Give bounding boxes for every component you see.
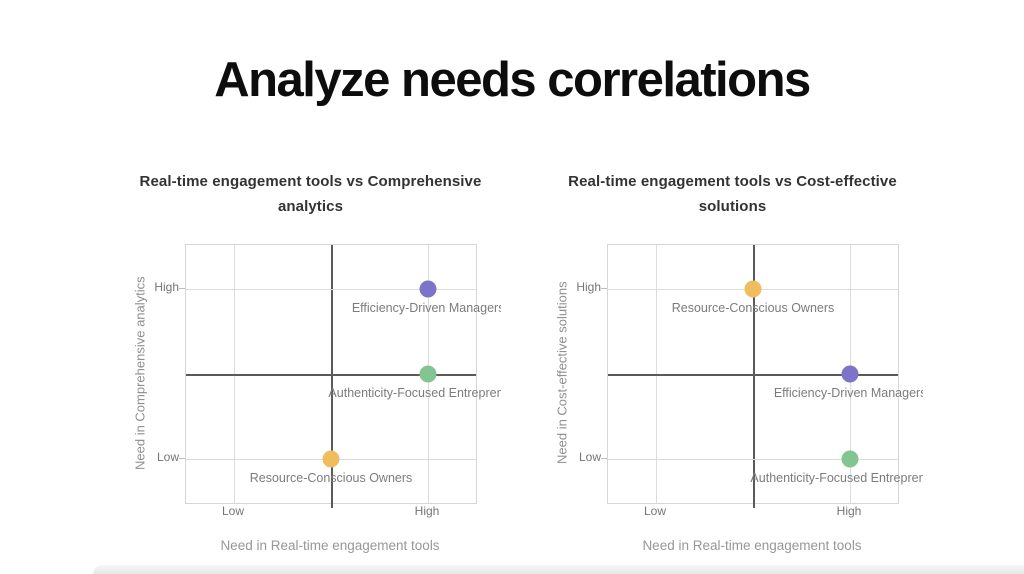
- x-tick-high: High: [414, 504, 440, 518]
- data-point-efficiency-driven-managers: [419, 280, 437, 298]
- x-tick-high: High: [836, 504, 862, 518]
- quadrant-divider-horizontal: [608, 374, 898, 376]
- y-tick-low: Low: [578, 450, 601, 464]
- y-tick-low: Low: [156, 450, 179, 464]
- chart-title: Real-time engagement tools vs Cost-effec…: [568, 173, 897, 215]
- chart-title: Real-time engagement tools vs Comprehens…: [139, 173, 482, 215]
- data-point-label: Resource-Conscious Owners: [249, 471, 413, 486]
- scatter-chart-engagement-vs-analytics: Real-time engagement tools vs Comprehens…: [120, 165, 502, 560]
- data-point-label: Resource-Conscious Owners: [671, 300, 835, 315]
- data-point-resource-conscious-owners: [322, 450, 340, 468]
- y-tick-mark: [179, 288, 186, 289]
- data-point-label: Efficiency-Driven Managers: [351, 300, 501, 315]
- quadrant-divider-vertical: [331, 245, 333, 508]
- plot-area: Resource-Conscious Owners Efficiency-Dri…: [607, 244, 923, 508]
- y-tick-mark: [179, 458, 186, 459]
- data-point-label: Authenticity-Focused Entrepreneurs: [328, 386, 501, 400]
- data-point-efficiency-driven-managers: [841, 365, 859, 383]
- quadrant-divider-horizontal: [186, 374, 476, 376]
- x-tick-low: Low: [221, 504, 245, 518]
- scatter-chart-engagement-vs-cost: Real-time engagement tools vs Cost-effec…: [542, 165, 924, 560]
- y-tick-high: High: [576, 280, 601, 294]
- gridline-horizontal-high: [186, 288, 476, 290]
- x-axis-label: Need in Real-time engagement tools: [220, 538, 440, 553]
- y-tick-mark: [601, 458, 608, 459]
- data-point-label: Authenticity-Focused Entrepreneurs: [750, 471, 923, 486]
- plot-area: Efficiency-Driven Managers Authenticity-…: [185, 244, 501, 508]
- data-point-label: Efficiency-Driven Managers: [773, 386, 923, 400]
- data-point-authenticity-focused-entrepreneurs: [419, 365, 437, 383]
- quadrant-divider-vertical: [753, 245, 755, 508]
- y-tick-high: High: [154, 280, 179, 294]
- next-card-edge: [93, 565, 1024, 574]
- data-point-resource-conscious-owners: [744, 280, 762, 298]
- y-tick-mark: [601, 288, 608, 289]
- data-point-authenticity-focused-entrepreneurs: [841, 450, 859, 468]
- x-tick-low: Low: [643, 504, 667, 518]
- gridline-horizontal-low: [608, 459, 898, 461]
- page-title: Analyze needs correlations: [214, 53, 811, 107]
- x-axis-label: Need in Real-time engagement tools: [642, 538, 862, 553]
